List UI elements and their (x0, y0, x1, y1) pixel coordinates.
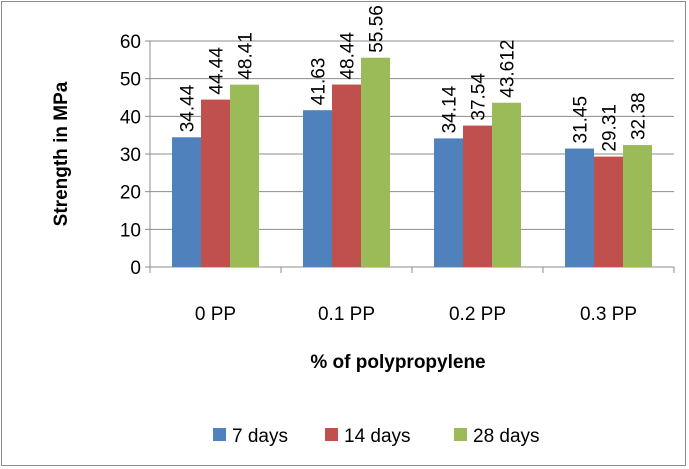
legend-swatch (325, 428, 338, 441)
legend-swatch (213, 428, 226, 441)
bar (172, 137, 201, 267)
bar (201, 99, 230, 267)
legend-label: 14 days (344, 426, 411, 447)
bar (594, 156, 623, 267)
bar (332, 84, 361, 267)
bar (303, 110, 332, 267)
y-axis-title: Strength in MPa (51, 81, 72, 226)
data-label: 48.41 (236, 32, 257, 80)
y-tick-label: 10 (120, 220, 141, 241)
bar (463, 125, 492, 267)
y-tick-label: 0 (130, 258, 141, 279)
data-label: 34.14 (440, 85, 461, 133)
x-category-label: 0.3 PP (580, 304, 637, 325)
x-category-label: 0.2 PP (449, 304, 506, 325)
y-tick-label: 60 (120, 32, 141, 53)
y-tick-label: 20 (120, 183, 141, 204)
legend-swatch (454, 428, 467, 441)
data-label: 31.45 (571, 96, 592, 144)
data-label: 48.44 (338, 32, 359, 80)
data-label: 32.38 (629, 92, 650, 140)
y-tick-label: 50 (120, 70, 141, 91)
data-label: 55.56 (367, 5, 388, 53)
y-tick-label: 30 (120, 145, 141, 166)
bar (492, 102, 521, 267)
bar (565, 148, 594, 267)
legend-label: 7 days (232, 426, 288, 447)
x-category-label: 0.1 PP (318, 304, 375, 325)
x-axis-title: % of polypropylene (310, 352, 485, 373)
legend-label: 28 days (473, 426, 540, 447)
data-label: 29.31 (600, 104, 621, 152)
data-label: 43.612 (498, 40, 519, 98)
data-label: 34.44 (178, 84, 199, 132)
bar (230, 84, 259, 267)
data-label: 41.63 (309, 58, 330, 106)
bar (434, 138, 463, 267)
bar (623, 145, 652, 267)
data-label: 37.54 (469, 73, 490, 121)
data-label: 44.44 (207, 47, 228, 95)
bar (361, 57, 390, 267)
x-category-label: 0 PP (195, 304, 236, 325)
y-tick-label: 40 (120, 107, 141, 128)
